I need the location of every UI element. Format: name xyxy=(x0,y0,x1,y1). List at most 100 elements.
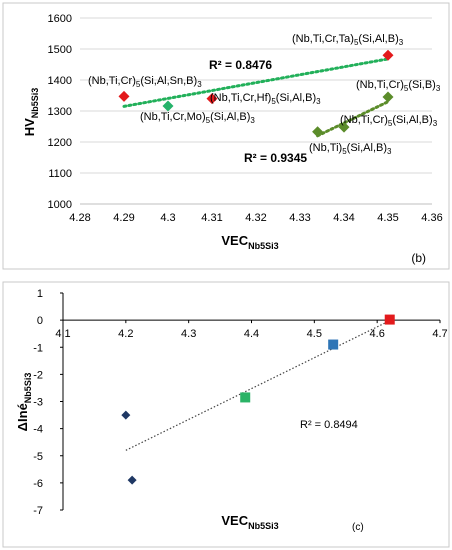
x-tick-label: 4.36 xyxy=(421,212,442,224)
y-tick-label: 1400 xyxy=(48,75,72,87)
label-part: (Nb,Ti,Cr xyxy=(340,114,385,126)
point-label: (Nb,Ti,Cr)5​(Si,Al,Sn,B)3​ xyxy=(88,75,202,89)
label-subscript: 5 xyxy=(388,119,393,128)
trendline xyxy=(125,320,390,451)
label-part: (Nb,Ti xyxy=(309,142,339,154)
y-tick-label: 1100 xyxy=(48,168,72,180)
label-part: ) xyxy=(432,79,436,91)
x-tick-label: 4.31 xyxy=(201,212,222,224)
x-tick-label: 4.3 xyxy=(160,212,175,224)
x-tick-label: 4.33 xyxy=(289,212,310,224)
label-part: ) xyxy=(247,111,251,123)
label-part: (Si,Al,B xyxy=(347,142,384,154)
label-part: (Nb,Ti,Cr,Hf xyxy=(210,92,269,104)
r-squared-label: R² = 0.8494 xyxy=(300,419,358,431)
label-part: (Si,Al,B xyxy=(358,33,395,45)
y-tick-label: -4 xyxy=(33,424,43,436)
label-part: (Nb,Ti,Cr,Ta xyxy=(292,33,351,45)
point-label: (Nb,Ti,Cr,Mo)5​(Si,Al,B)3​ xyxy=(140,111,255,125)
panel-label: (b) xyxy=(411,251,426,265)
x-tick-label: 4.7 xyxy=(432,328,447,340)
label-part: ) xyxy=(202,111,206,123)
axis-title-subscript: Nb5Si3 xyxy=(248,521,279,531)
x-tick-label: 4.3 xyxy=(181,328,196,340)
x-tick-label: 4.6 xyxy=(370,328,385,340)
label-part: ) xyxy=(395,33,399,45)
x-axis-title: VECNb5Si3 xyxy=(221,233,278,251)
y-tick-label: 1500 xyxy=(48,44,72,56)
panel-label: (c) xyxy=(352,522,364,533)
axis-title-main: VEC xyxy=(221,233,248,248)
label-part: (Si,Al,B xyxy=(210,111,247,123)
x-tick-label: 4.5 xyxy=(307,328,322,340)
x-tick-label: 4.34 xyxy=(333,212,354,224)
x-tick-label: 4.1 xyxy=(55,328,70,340)
x-tick-label: 4.4 xyxy=(244,328,259,340)
label-part: ) xyxy=(268,92,272,104)
label-part: ) xyxy=(312,92,316,104)
label-part: ) xyxy=(132,75,136,87)
y-tick-label: -3 xyxy=(33,397,43,409)
data-point xyxy=(338,121,350,133)
panel-frame xyxy=(2,2,450,270)
point-label: (Nb,Ti,Cr,Hf)5​(Si,Al,B)3​ xyxy=(210,92,321,106)
label-subscript: 5 xyxy=(354,38,359,47)
panel-frame xyxy=(2,281,450,548)
label-part: (Si,B xyxy=(408,79,432,91)
y-tick-label: -6 xyxy=(33,478,43,490)
data-point xyxy=(206,93,218,105)
label-subscript: 3 xyxy=(316,97,321,106)
point-label: (Nb,Ti)5​(Si,Al,B)3​ xyxy=(309,142,392,156)
x-axis-title: VECNb5Si3 xyxy=(221,513,278,531)
label-part: (Nb,Ti,Cr xyxy=(88,75,133,87)
data-point xyxy=(162,100,174,112)
data-point xyxy=(328,339,339,350)
data-point xyxy=(382,49,394,61)
axis-title-main: VEC xyxy=(221,513,248,528)
label-part: (Nb,Ti,Cr xyxy=(356,79,401,91)
x-tick-label: 4.32 xyxy=(245,212,266,224)
point-label: (Nb,Ti,Cr)5​(Si,Al,B)3​ xyxy=(340,114,438,128)
r-squared-label: R² = 0.9345 xyxy=(244,151,307,165)
trendline xyxy=(316,100,390,138)
label-part: ) xyxy=(350,33,354,45)
y-tick-label: 1200 xyxy=(48,137,72,149)
x-tick-label: 4.28 xyxy=(69,212,90,224)
label-subscript: 5 xyxy=(342,147,347,156)
point-label: (Nb,Ti,Cr,Ta)5​(Si,Al,B)3​ xyxy=(292,33,404,47)
axis-title-subscript: Nb5Si3 xyxy=(23,373,33,404)
label-subscript: 3 xyxy=(197,80,202,89)
r-squared-label: R² = 0.8476 xyxy=(209,58,272,72)
label-part: ) xyxy=(339,142,343,154)
y-tick-label: -1 xyxy=(33,342,43,354)
data-point xyxy=(382,91,394,103)
y-tick-label: -7 xyxy=(33,505,43,517)
y-tick-label: 0 xyxy=(37,315,43,327)
label-subscript: 3 xyxy=(250,116,255,125)
x-tick-label: 4.2 xyxy=(118,328,133,340)
label-part: ) xyxy=(194,75,198,87)
y-tick-label: -2 xyxy=(33,369,43,381)
label-subscript: 3 xyxy=(399,38,404,47)
axis-title-subscript: Nb5Si3 xyxy=(248,241,279,251)
data-point xyxy=(121,410,131,420)
label-subscript: 3 xyxy=(387,147,392,156)
data-point xyxy=(118,90,130,102)
label-part: (Si,Al,B xyxy=(392,114,429,126)
y-tick-label: -5 xyxy=(33,451,43,463)
y-tick-label: 1300 xyxy=(48,106,72,118)
label-part: ) xyxy=(400,79,404,91)
label-subscript: 5 xyxy=(271,97,276,106)
y-tick-label: 1000 xyxy=(48,199,72,211)
label-part: (Si,Al,Sn,B xyxy=(140,75,193,87)
trendline xyxy=(122,57,390,108)
label-subscript: 5 xyxy=(136,80,141,89)
label-subscript: 5 xyxy=(404,84,409,93)
y-axis-title: HVNb5Si3 xyxy=(22,88,40,137)
point-label: (Nb,Ti,Cr)5​(Si,B)3​ xyxy=(356,79,441,93)
label-part: (Si,Al,B xyxy=(276,92,313,104)
axis-title-main: HV xyxy=(22,118,37,136)
data-point xyxy=(127,475,137,485)
label-subscript: 3 xyxy=(433,119,438,128)
